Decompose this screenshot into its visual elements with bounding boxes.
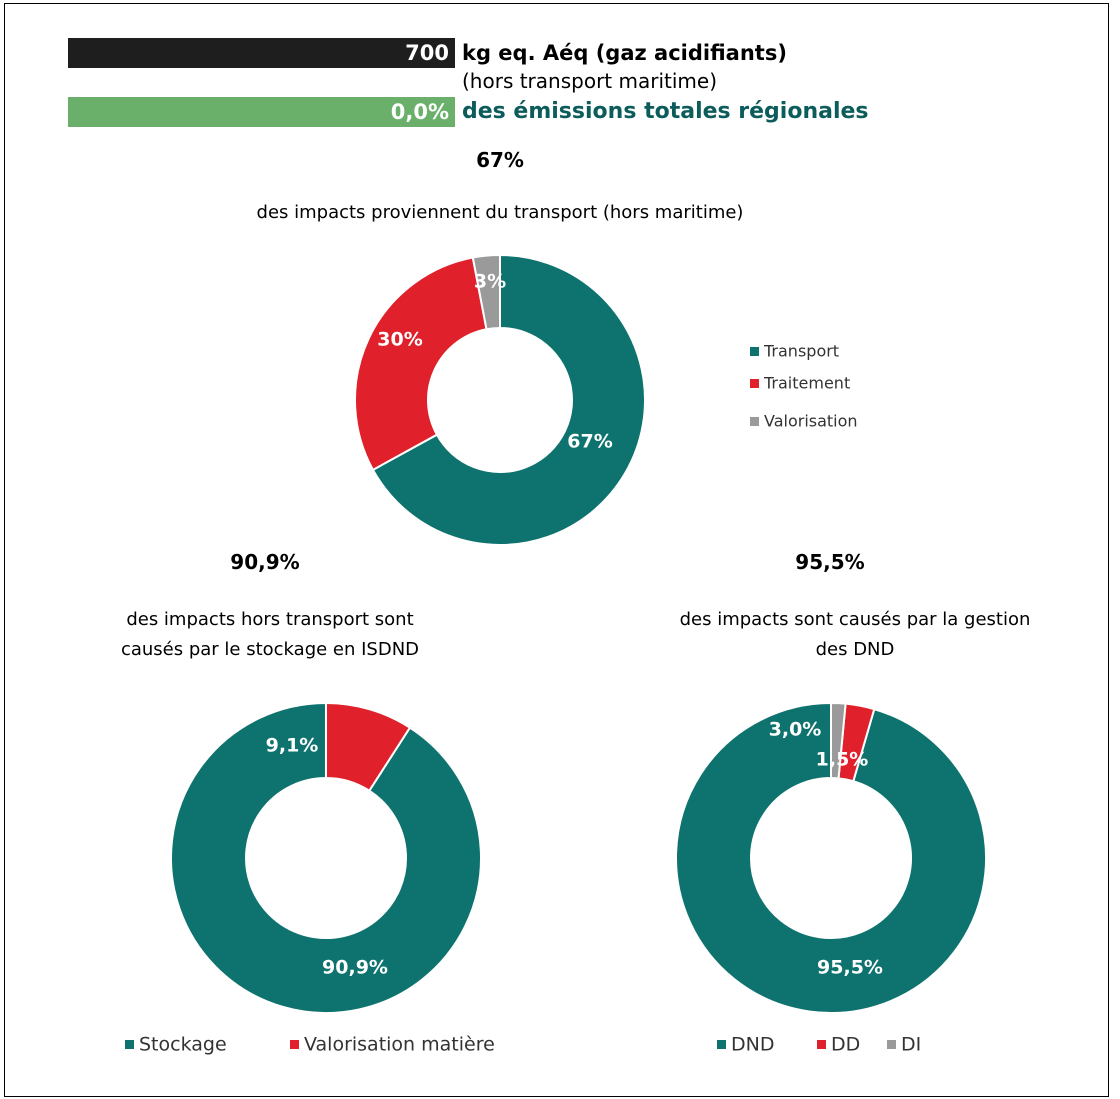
legend-label: Stockage (139, 1034, 227, 1056)
donut-segment (830, 701, 847, 780)
legend-label: Valorisation (764, 412, 858, 431)
chart-subtitle: des impacts proviennent du transport (ho… (256, 202, 744, 223)
legend-swatch (750, 379, 759, 388)
legend-swatch (750, 347, 759, 356)
data-label: 3,0% (769, 719, 822, 741)
legend-label: DD (831, 1034, 860, 1056)
legend-label: Traitement (763, 374, 850, 393)
data-label: 95,5% (817, 957, 883, 979)
amount-bar: 700 (68, 38, 455, 68)
legend-swatch (717, 1040, 726, 1049)
donut-segment (170, 701, 482, 1014)
chart-title: 95,5% (795, 550, 865, 574)
chart-title: 67% (476, 148, 524, 172)
data-label: 9,1% (266, 735, 319, 757)
donut-segment (675, 701, 987, 1014)
legend-label: DI (901, 1034, 921, 1056)
donut-segment (371, 253, 646, 546)
legend-label: Transport (763, 342, 839, 361)
legend-label: Valorisation matière (304, 1034, 495, 1056)
legend-swatch (290, 1040, 299, 1049)
donut-segment (325, 701, 412, 793)
donut-segment (471, 253, 501, 331)
legend-swatch (887, 1040, 896, 1049)
data-label: 30% (377, 329, 422, 351)
legend-swatch (750, 417, 759, 426)
data-label: 3% (474, 271, 506, 293)
donut-segment (354, 256, 488, 472)
legend-label: DND (731, 1034, 774, 1056)
note: (hors transport maritime) (462, 69, 717, 93)
data-label: 67% (567, 431, 612, 453)
data-label: 1,5% (816, 749, 869, 771)
data-label: 90,9% (322, 957, 388, 979)
legend-swatch (125, 1040, 134, 1049)
share-text: des émissions totales régionales (462, 99, 869, 124)
frame (4, 3, 1109, 1097)
unit: kg eq. Aéq (gaz acidifiants) (462, 41, 787, 65)
chart-title: 90,9% (230, 550, 300, 574)
chart-subtitle: des impacts sont causés par la gestion d… (679, 609, 1031, 660)
chart-subtitle: des impacts hors transport sont causés p… (120, 609, 420, 660)
legend-swatch (817, 1040, 826, 1049)
share-bar: 0,0% (68, 97, 455, 127)
